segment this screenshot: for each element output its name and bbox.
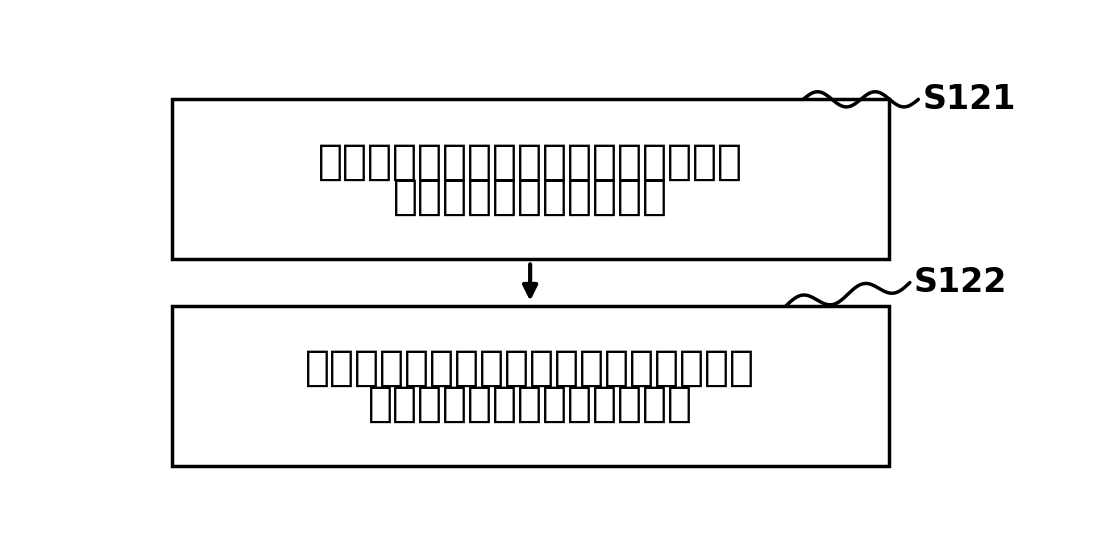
- Text: 换器，得到所述局部放电信号: 换器，得到所述局部放电信号: [368, 382, 693, 424]
- Text: 到峰值保持局部放电脉冲: 到峰值保持局部放电脉冲: [393, 176, 667, 218]
- Text: 将所述峰值保持局部放电脉冲输入模数转: 将所述峰值保持局部放电脉冲输入模数转: [305, 347, 755, 389]
- FancyBboxPatch shape: [172, 306, 889, 466]
- FancyBboxPatch shape: [172, 100, 889, 259]
- Text: S121: S121: [923, 83, 1016, 116]
- Text: 将所述局部放电脉冲输入检波芯片，得: 将所述局部放电脉冲输入检波芯片，得: [317, 141, 743, 183]
- Text: S122: S122: [914, 266, 1007, 299]
